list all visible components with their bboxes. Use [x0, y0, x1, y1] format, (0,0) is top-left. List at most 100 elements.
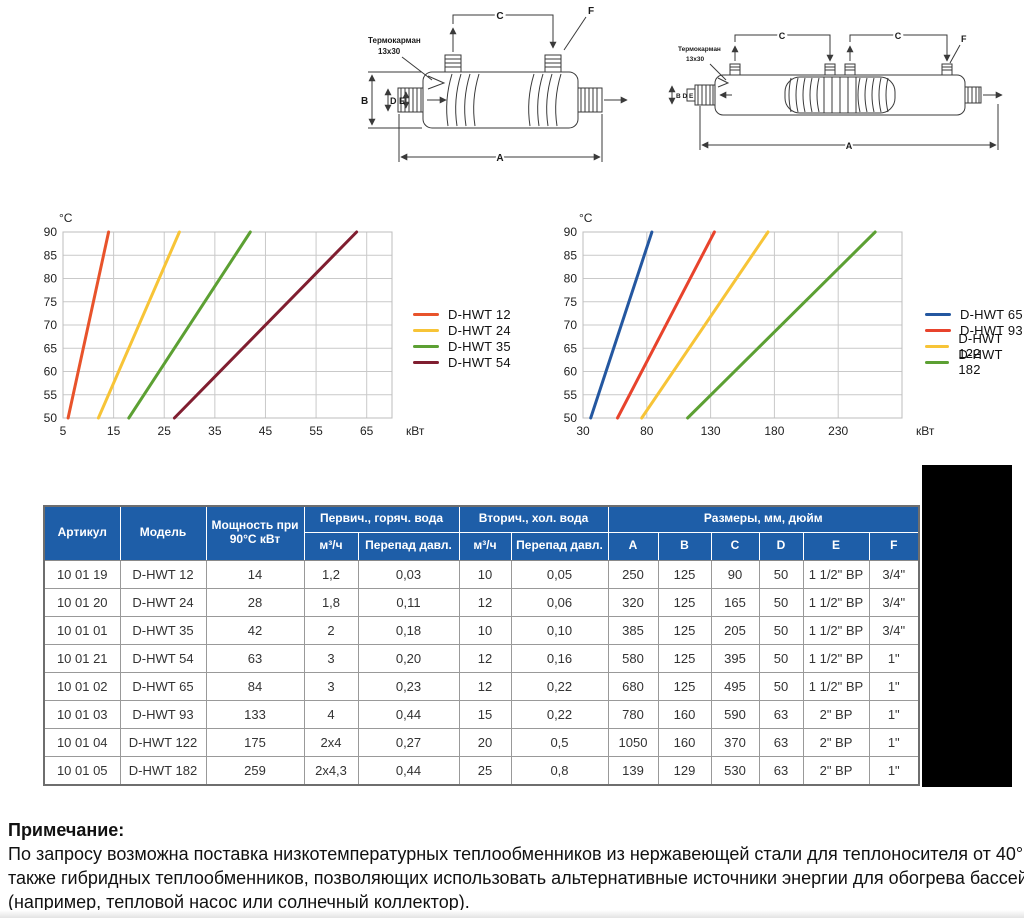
table-cell: 2" ВР — [802, 699, 870, 729]
table-cell: 1 1/2" ВР — [802, 559, 870, 589]
table-cell: 50 — [758, 587, 804, 617]
table-cell: 3/4" — [868, 559, 920, 589]
thermowell-size-label: 13x30 — [686, 56, 704, 63]
table-cell: 1" — [868, 727, 920, 757]
dim-label-b: B — [361, 96, 368, 107]
svg-text:130: 130 — [701, 424, 721, 438]
svg-text:15: 15 — [107, 424, 121, 438]
legend-label: D-HWT 54 — [448, 354, 511, 370]
dim-label-c1: C — [779, 31, 786, 41]
legend-swatch — [925, 328, 951, 332]
table-cell: 3/4" — [868, 587, 920, 617]
table-cell: D-HWT 182 — [119, 755, 207, 785]
legend-label: D-HWT 12 — [448, 306, 511, 322]
table-cell: 590 — [710, 699, 760, 729]
page-bottom-shade — [0, 910, 1024, 918]
table-cell: 10 01 05 — [43, 755, 121, 785]
table-cell: 1 1/2" ВР — [802, 587, 870, 617]
table-cell: 63 — [205, 643, 305, 673]
note-section: Примечание: По запросу возможна поставка… — [8, 818, 1024, 914]
table-cell: 10 01 20 — [43, 587, 121, 617]
col-group-dimensions: Размеры, мм, дюйм — [607, 505, 920, 533]
svg-text:кВт: кВт — [406, 424, 425, 438]
legend-item: D-HWT 12 — [413, 306, 511, 322]
table-cell: 3/4" — [868, 615, 920, 645]
legend-label: D-HWT 122 — [958, 331, 1003, 361]
svg-text:35: 35 — [208, 424, 222, 438]
table-cell: 3 — [303, 671, 359, 701]
legend-small-models: D-HWT 12 D-HWT 24 D-HWT 35 D-HWT 54 — [413, 306, 511, 370]
svg-text:55: 55 — [44, 388, 58, 402]
table-cell: D-HWT 12 — [119, 559, 207, 589]
diagram-heat-exchanger-long: C C F B D E A Термокарман 13x30 — [668, 29, 1003, 153]
table-cell: 50 — [758, 671, 804, 701]
table-cell: 3 — [303, 643, 359, 673]
col-header-primary-flow: м³/ч — [303, 531, 359, 561]
svg-text:80: 80 — [564, 272, 578, 286]
table-cell: 259 — [205, 755, 305, 785]
svg-text:65: 65 — [564, 341, 578, 355]
table-cell: D-HWT 122 — [119, 727, 207, 757]
legend-item: D-HWT 54 — [413, 354, 511, 370]
table-cell: 580 — [607, 643, 659, 673]
table-cell: 12 — [458, 671, 512, 701]
dim-label-d: D — [390, 96, 397, 106]
col-header-model: Модель — [119, 505, 207, 561]
table-cell: 1" — [868, 755, 920, 785]
svg-text:85: 85 — [44, 248, 58, 262]
table-cell: 165 — [710, 587, 760, 617]
table-cell: 1" — [868, 671, 920, 701]
table-row: 10 01 21 D-HWT 54 63 3 0,20 12 0,16 580 125 395 50… — [43, 643, 920, 673]
legend-swatch — [925, 312, 951, 316]
svg-text:65: 65 — [44, 341, 58, 355]
table-cell: 125 — [657, 615, 712, 645]
table-cell: 1 1/2" ВР — [802, 643, 870, 673]
svg-text:°C: °C — [579, 211, 593, 225]
thermowell-pocket — [427, 75, 446, 90]
table-cell: 50 — [758, 615, 804, 645]
svg-text:80: 80 — [44, 272, 58, 286]
table-row: 10 01 05 D-HWT 182 259 2x4,3 0,44 25 0,8 139 129… — [43, 755, 920, 785]
legend-swatch — [413, 344, 439, 348]
svg-text:60: 60 — [564, 365, 578, 379]
table-cell: D-HWT 24 — [119, 587, 207, 617]
legend-label: D-HWT 35 — [448, 338, 511, 354]
col-header-primary-pressure: Перепад давл. — [357, 531, 460, 561]
svg-text:50: 50 — [564, 411, 578, 425]
svg-text:70: 70 — [564, 318, 578, 332]
col-header-dim-c: C — [710, 531, 760, 561]
legend-item: D-HWT 35 — [413, 338, 511, 354]
redaction-block — [922, 465, 1012, 787]
table-cell: 10 — [458, 559, 512, 589]
col-group-secondary-water: Вторич., хол. вода — [458, 505, 609, 533]
table-cell: 0,22 — [510, 671, 609, 701]
legend-item: D-HWT 93 — [925, 322, 1024, 338]
table-cell: 125 — [657, 559, 712, 589]
table-cell: 63 — [758, 755, 804, 785]
thermowell-label: Термокарман — [368, 36, 421, 45]
table-cell: 15 — [458, 699, 512, 729]
col-header-artikul: Артикул — [43, 505, 121, 561]
table-cell: 50 — [758, 643, 804, 673]
table-cell: D-HWT 54 — [119, 643, 207, 673]
device-outline — [686, 63, 982, 116]
svg-text:45: 45 — [259, 424, 273, 438]
flow-arrows — [427, 27, 628, 104]
table-cell: 10 01 01 — [43, 615, 121, 645]
dim-label-f: F — [961, 34, 967, 44]
table-cell: D-HWT 35 — [119, 615, 207, 645]
table-cell: 1" — [868, 699, 920, 729]
table-cell: 205 — [710, 615, 760, 645]
table-cell: 395 — [710, 643, 760, 673]
svg-text:25: 25 — [158, 424, 172, 438]
table-cell: 10 01 04 — [43, 727, 121, 757]
svg-text:80: 80 — [640, 424, 654, 438]
col-header-secondary-pressure: Перепад давл. — [510, 531, 609, 561]
dim-label-c: C — [496, 11, 503, 22]
col-header-dim-e: E — [802, 531, 870, 561]
table-cell: 129 — [657, 755, 712, 785]
legend-item: D-HWT 24 — [413, 322, 511, 338]
thermowell-size-label: 13x30 — [378, 47, 401, 56]
table-cell: 495 — [710, 671, 760, 701]
svg-text:кВт: кВт — [916, 424, 935, 438]
